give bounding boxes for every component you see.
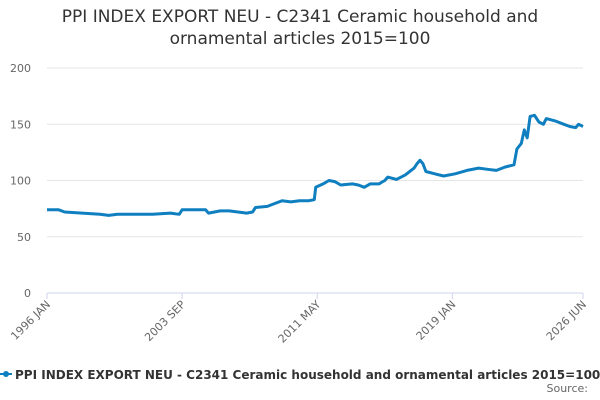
x-tick-label: 2011 MAY	[276, 298, 324, 346]
x-tick-label: 2019 JAN	[414, 298, 459, 343]
source-label: Source:	[547, 382, 589, 395]
data-line	[47, 113, 584, 217]
chart-title: PPI INDEX EXPORT NEU - C2341 Ceramic hou…	[61, 7, 539, 49]
y-tick-label: 100	[10, 175, 31, 188]
y-tick-label: 50	[17, 231, 31, 244]
x-tick-label: 2003 SEP	[142, 298, 188, 344]
x-tick-label: 1996 JAN	[8, 298, 53, 343]
x-tick-label: 2026 JUN	[544, 298, 589, 343]
legend-label: PPI INDEX EXPORT NEU - C2341 Ceramic hou…	[15, 368, 600, 382]
y-tick-label: 150	[10, 118, 31, 131]
legend-marker	[3, 371, 9, 377]
y-tick-label: 200	[10, 62, 31, 75]
y-tick-label: 0	[24, 287, 31, 300]
